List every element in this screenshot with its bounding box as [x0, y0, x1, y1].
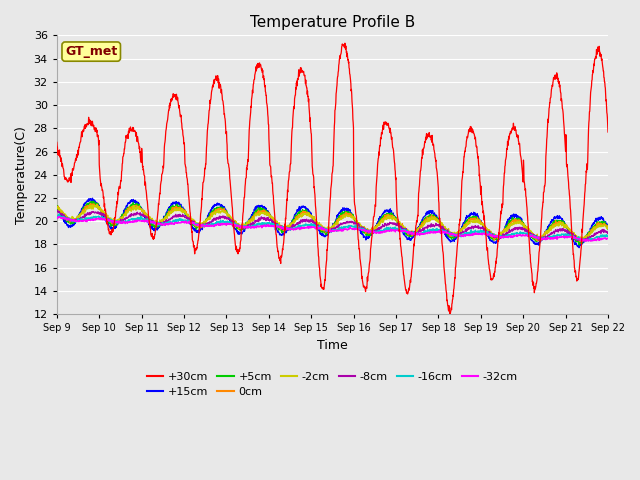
Title: Temperature Profile B: Temperature Profile B [250, 15, 415, 30]
Y-axis label: Temperature(C): Temperature(C) [15, 126, 28, 224]
Text: GT_met: GT_met [65, 45, 117, 58]
X-axis label: Time: Time [317, 339, 348, 352]
Legend: +30cm, +15cm, +5cm, 0cm, -2cm, -8cm, -16cm, -32cm: +30cm, +15cm, +5cm, 0cm, -2cm, -8cm, -16… [142, 367, 522, 402]
